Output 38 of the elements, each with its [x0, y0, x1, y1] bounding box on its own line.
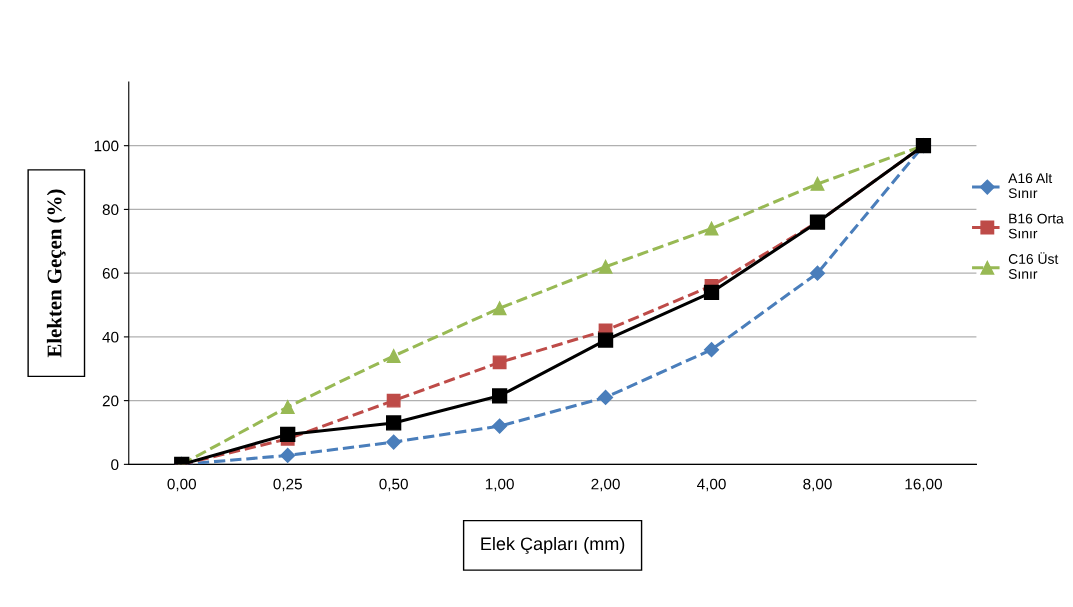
point	[386, 393, 401, 408]
legend-label: C16 Üst Sınır	[1008, 252, 1059, 279]
point	[280, 400, 295, 414]
point	[280, 426, 296, 443]
x-tick-label: 4,00	[697, 478, 726, 492]
legend-label: B16 Orta Sınır	[1008, 213, 1064, 239]
y-tick-label: 40	[102, 331, 119, 343]
point	[703, 342, 720, 358]
y-tick-label: 60	[102, 268, 119, 279]
y-tick-label: 0	[111, 459, 119, 471]
x-axis-title: Elek Çapları (mm)	[481, 536, 625, 554]
y-axis-title: Elekten Geçen (%)	[46, 189, 66, 358]
point	[809, 265, 826, 281]
point	[492, 301, 507, 316]
point	[598, 389, 614, 406]
y-tick-label: 20	[102, 395, 119, 407]
x-tick-label: 1,00	[485, 478, 514, 492]
x-tick-label: 0,25	[273, 478, 302, 492]
y-tick-label: 100	[94, 140, 119, 152]
point	[386, 349, 401, 363]
legend-label: A16 Alt Sınır	[1008, 172, 1053, 199]
x-tick-label: 2,00	[591, 478, 620, 492]
x-tick-label: 16,00	[905, 478, 942, 492]
y-tick-label: 80	[102, 204, 119, 216]
point	[280, 447, 296, 464]
point	[598, 259, 613, 274]
point	[492, 418, 508, 434]
x-tick-label: 8,00	[803, 478, 832, 492]
point	[492, 355, 507, 370]
x-tick-label: 0,00	[167, 478, 197, 492]
point	[386, 415, 402, 431]
point	[386, 434, 402, 450]
point	[703, 284, 720, 300]
x-tick-label: 0,50	[379, 478, 408, 492]
point	[704, 221, 719, 236]
point	[810, 176, 825, 191]
point	[597, 332, 614, 348]
point	[491, 388, 508, 404]
